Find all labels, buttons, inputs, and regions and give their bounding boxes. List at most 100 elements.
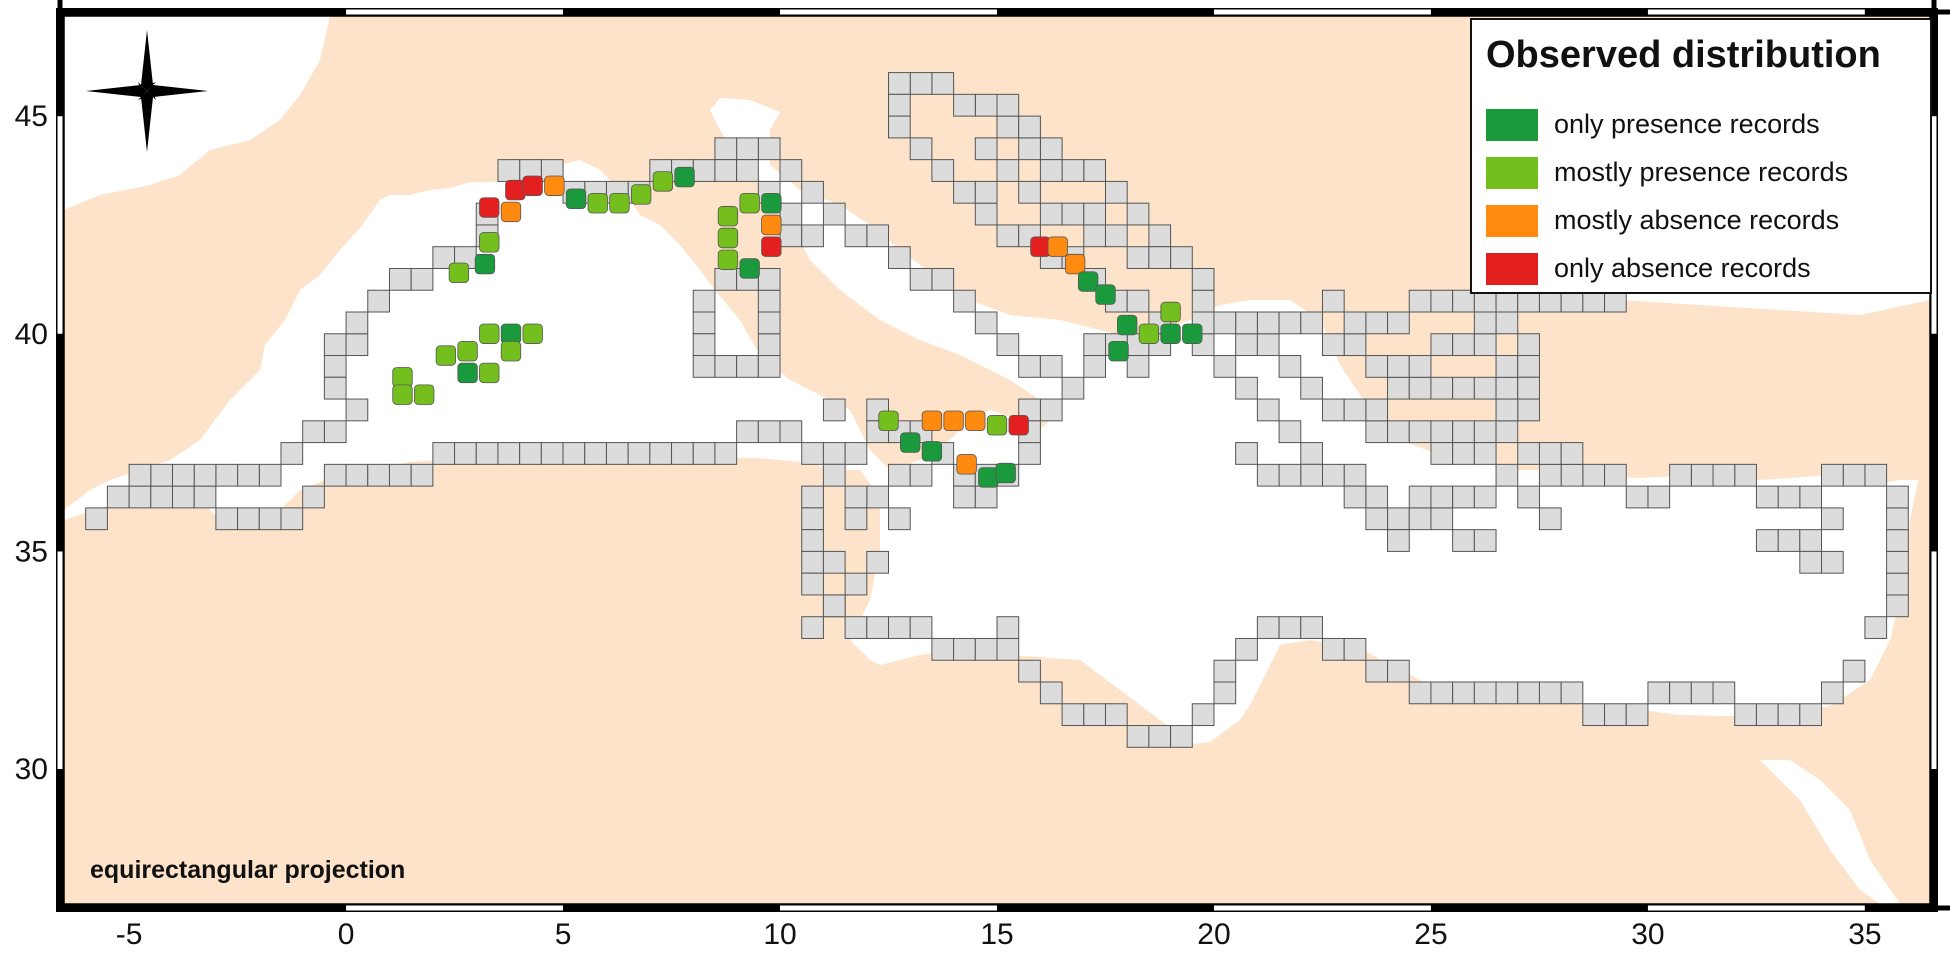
survey-grid-cell	[150, 463, 173, 487]
survey-grid-cell	[1864, 616, 1888, 639]
observation-cell[interactable]	[587, 192, 608, 214]
survey-grid-cell	[1300, 463, 1323, 487]
survey-grid-cell	[1452, 376, 1475, 400]
observation-cell[interactable]	[717, 249, 739, 270]
survey-grid-cell	[1799, 485, 1823, 509]
observation-cell[interactable]	[448, 262, 470, 284]
observation-cell[interactable]	[995, 462, 1016, 484]
observation-cell[interactable]	[479, 197, 500, 218]
y-tick-label: 30	[15, 753, 48, 786]
observation-cell[interactable]	[739, 258, 760, 279]
observation-cell[interactable]	[392, 367, 413, 388]
observation-cell[interactable]	[878, 410, 899, 432]
survey-grid-cell	[953, 93, 976, 117]
survey-grid-cell	[302, 420, 325, 444]
observation-cell[interactable]	[739, 192, 760, 214]
observation-cell[interactable]	[630, 184, 652, 205]
observation-cell[interactable]	[921, 410, 943, 432]
observation-cell[interactable]	[717, 227, 739, 249]
observation-cell[interactable]	[1064, 253, 1086, 275]
survey-grid-cell	[562, 442, 586, 465]
survey-grid-cell	[671, 442, 694, 465]
survey-grid-cell	[692, 333, 716, 357]
x-tick-label: 30	[1631, 918, 1664, 951]
observation-cell[interactable]	[522, 323, 543, 344]
survey-grid-cell	[1039, 355, 1063, 378]
observation-cell[interactable]	[986, 414, 1008, 436]
observation-cell[interactable]	[1077, 271, 1099, 292]
survey-grid-cell	[1256, 398, 1280, 422]
observation-cell[interactable]	[761, 192, 782, 214]
observation-cell[interactable]	[505, 179, 526, 201]
survey-grid-cell	[1452, 333, 1475, 357]
survey-grid-cell	[1712, 463, 1736, 487]
observation-cell[interactable]	[717, 206, 739, 227]
survey-grid-cell	[822, 398, 846, 422]
y-axis-tick-labels: 30 35 40 45	[15, 100, 48, 786]
survey-grid-cell	[888, 93, 911, 117]
survey-grid-cell	[1517, 442, 1540, 465]
observation-cell[interactable]	[921, 441, 943, 462]
survey-grid-cell	[1083, 159, 1106, 182]
survey-grid-cell	[1213, 355, 1237, 378]
survey-grid-cell	[736, 355, 759, 378]
observation-cell[interactable]	[1108, 340, 1129, 362]
observation-cell[interactable]	[1160, 323, 1181, 344]
observation-cell[interactable]	[1030, 236, 1051, 257]
survey-grid-cell	[1387, 420, 1410, 444]
observation-cell[interactable]	[900, 432, 921, 453]
observation-cell[interactable]	[1117, 314, 1138, 336]
observation-cell[interactable]	[652, 171, 674, 192]
observation-cell[interactable]	[1008, 414, 1029, 436]
observation-cell[interactable]	[943, 410, 964, 432]
observation-cell[interactable]	[761, 214, 782, 236]
survey-grid-cell	[1625, 703, 1649, 727]
survey-grid-cell	[1625, 485, 1649, 509]
survey-grid-cell	[1886, 485, 1909, 509]
survey-grid-cell	[736, 420, 759, 444]
survey-grid-cell	[1126, 725, 1150, 748]
observation-cell[interactable]	[392, 384, 413, 405]
observation-cell[interactable]	[1182, 323, 1203, 344]
observation-cell[interactable]	[956, 454, 977, 475]
observation-cell[interactable]	[414, 384, 435, 405]
observation-cell[interactable]	[474, 253, 496, 275]
observation-cell[interactable]	[500, 323, 522, 344]
survey-grid-cell	[454, 442, 477, 465]
observation-cell[interactable]	[761, 236, 782, 257]
survey-grid-cell	[931, 72, 955, 95]
survey-grid-cell	[996, 224, 1020, 248]
observation-cell[interactable]	[1138, 323, 1160, 344]
survey-grid-cell	[1191, 703, 1215, 727]
observation-cell[interactable]	[479, 362, 500, 384]
observation-cell[interactable]	[544, 175, 565, 196]
survey-grid-cell	[888, 72, 911, 95]
observation-cell[interactable]	[479, 323, 500, 344]
survey-grid-cell	[1039, 137, 1063, 161]
survey-grid-cell	[1408, 420, 1432, 444]
legend-label: mostly absence records	[1554, 205, 1840, 235]
survey-grid-cell	[1473, 333, 1497, 357]
observation-cell[interactable]	[965, 410, 986, 432]
survey-grid-cell	[1083, 333, 1106, 357]
survey-grid-cell	[1343, 485, 1367, 509]
observation-cell[interactable]	[1160, 301, 1181, 323]
survey-grid-cell	[888, 115, 911, 139]
survey-grid-cell	[801, 224, 824, 248]
observation-cell[interactable]	[457, 362, 478, 384]
observation-cell[interactable]	[522, 175, 543, 196]
observation-cell[interactable]	[435, 345, 457, 366]
observation-cell[interactable]	[565, 188, 587, 210]
observation-cell[interactable]	[1047, 236, 1068, 257]
observation-cell[interactable]	[500, 201, 522, 223]
observation-cell[interactable]	[1095, 284, 1116, 305]
observation-cell[interactable]	[457, 340, 478, 362]
survey-grid-cell	[1365, 659, 1389, 683]
observation-cell[interactable]	[978, 467, 999, 488]
observation-cell[interactable]	[479, 232, 500, 253]
observation-cell[interactable]	[500, 340, 522, 362]
survey-grid-cell	[605, 442, 629, 465]
observation-cell[interactable]	[609, 192, 630, 214]
survey-grid-cell	[1495, 420, 1519, 444]
observation-cell[interactable]	[674, 166, 695, 188]
